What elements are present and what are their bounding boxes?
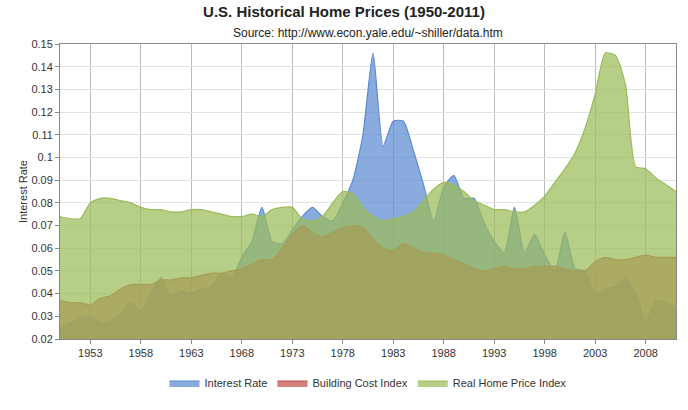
- svg-text:Source: http://www.econ.yale.e: Source: http://www.econ.yale.edu/~shille…: [233, 26, 503, 40]
- svg-text:Interest Rate: Interest Rate: [205, 377, 268, 389]
- svg-text:0.03: 0.03: [31, 310, 52, 322]
- svg-text:0.13: 0.13: [31, 83, 52, 95]
- svg-text:0.08: 0.08: [31, 197, 52, 209]
- svg-text:0.09: 0.09: [31, 174, 52, 186]
- svg-text:0.1: 0.1: [38, 151, 53, 163]
- svg-text:U.S. Historical Home Prices (1: U.S. Historical Home Prices (1950-2011): [203, 3, 485, 20]
- svg-text:0.02: 0.02: [31, 333, 52, 345]
- svg-text:1963: 1963: [179, 347, 203, 359]
- svg-text:1988: 1988: [431, 347, 455, 359]
- svg-text:1993: 1993: [482, 347, 506, 359]
- svg-text:0.14: 0.14: [31, 61, 52, 73]
- svg-text:1983: 1983: [381, 347, 405, 359]
- svg-text:0.05: 0.05: [31, 265, 52, 277]
- svg-text:1953: 1953: [78, 347, 102, 359]
- svg-text:1958: 1958: [129, 347, 153, 359]
- svg-text:2008: 2008: [633, 347, 657, 359]
- svg-text:0.12: 0.12: [31, 106, 52, 118]
- svg-text:0.07: 0.07: [31, 219, 52, 231]
- svg-text:Interest Rate: Interest Rate: [17, 160, 29, 223]
- svg-text:0.04: 0.04: [31, 287, 52, 299]
- svg-text:Real Home Price Index: Real Home Price Index: [453, 377, 567, 389]
- svg-text:Building Cost Index: Building Cost Index: [312, 377, 407, 389]
- svg-text:1968: 1968: [230, 347, 254, 359]
- svg-text:2003: 2003: [583, 347, 607, 359]
- svg-text:1978: 1978: [331, 347, 355, 359]
- svg-text:1998: 1998: [532, 347, 556, 359]
- svg-text:0.06: 0.06: [31, 242, 52, 254]
- svg-text:0.11: 0.11: [32, 129, 53, 141]
- svg-text:0.15: 0.15: [31, 38, 52, 50]
- svg-text:1973: 1973: [280, 347, 304, 359]
